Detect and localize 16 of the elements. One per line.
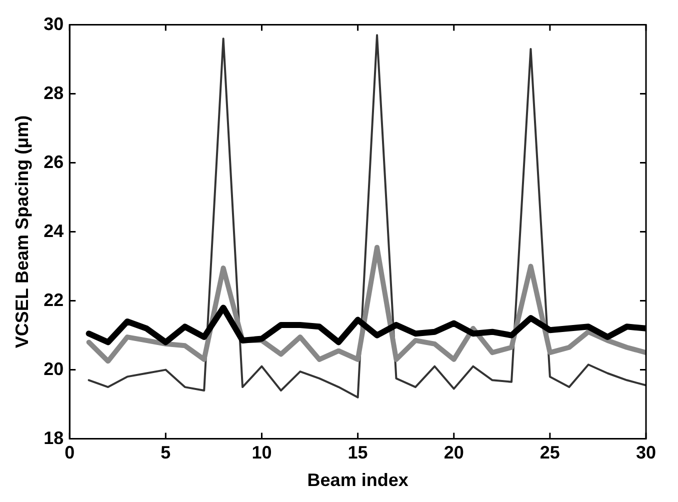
x-tick-label: 20 [444, 442, 464, 463]
x-tick-label: 15 [348, 442, 368, 463]
x-tick-label: 5 [160, 442, 171, 463]
y-tick-label: 24 [44, 220, 64, 241]
y-tick-label: 30 [44, 14, 64, 34]
y-tick-label: 22 [44, 290, 64, 310]
x-tick-label: 25 [540, 442, 560, 463]
x-tick-label: 10 [252, 442, 272, 463]
y-tick-label: 18 [44, 428, 64, 448]
x-tick-label: 0 [64, 442, 75, 463]
y-axis-title: VCSEL Beam Spacing (μm) [12, 115, 32, 348]
x-axis-title: Beam index [307, 470, 408, 490]
y-tick-label: 20 [44, 358, 64, 379]
y-tick-label: 28 [44, 82, 64, 103]
y-tick-label: 26 [44, 152, 64, 172]
x-tick-label: 30 [636, 442, 656, 463]
